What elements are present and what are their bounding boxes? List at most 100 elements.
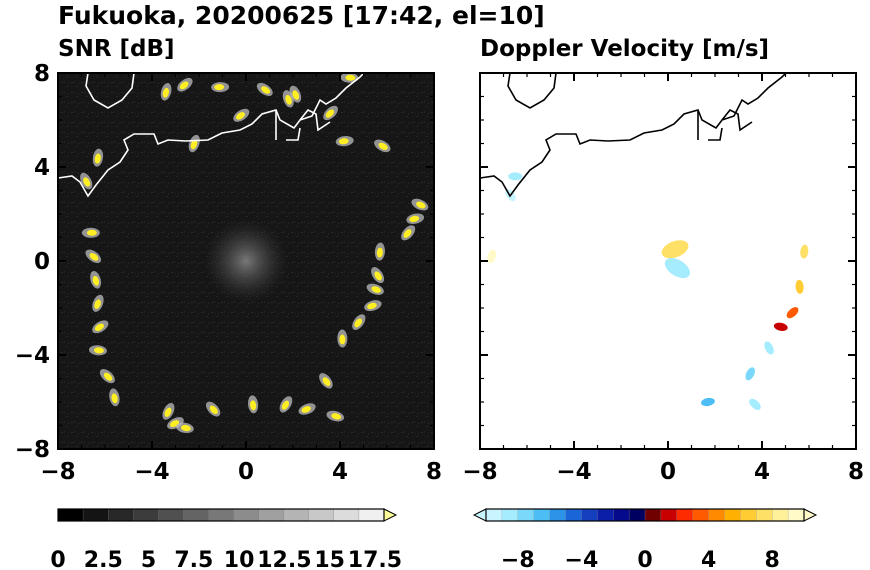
- x-tick-label: 0: [238, 459, 254, 485]
- velocity-colorbar-tick: 8: [765, 548, 780, 570]
- snr-echo-cluster: [298, 403, 316, 415]
- snr-echo-cluster: [85, 249, 102, 264]
- x-tick-label: −8: [462, 459, 497, 485]
- snr-echo-cluster: [279, 396, 293, 413]
- snr-colorbar-cell: [183, 508, 210, 522]
- snr-echo-cluster: [211, 82, 230, 93]
- snr-echo-cluster: [92, 148, 104, 167]
- velocity-colorbar-cell: [740, 508, 757, 522]
- x-tick-label: 8: [848, 459, 864, 485]
- x-tick-label: −4: [556, 459, 591, 485]
- snr-echo-cluster: [175, 422, 194, 434]
- x-tick-label: 8: [426, 459, 442, 485]
- snr-echo-cluster: [188, 134, 200, 153]
- y-tick-label: −8: [15, 437, 50, 463]
- velocity-colorbar-cell: [724, 508, 741, 522]
- y-tick-label: −4: [15, 343, 50, 369]
- snr-colorbar-tick: 15: [314, 548, 345, 570]
- snr-colorbar-tick: 10: [224, 548, 255, 570]
- velocity-colorbar-extend-max: [803, 508, 818, 522]
- snr-colorbar-cell: [283, 508, 310, 522]
- snr-echo-cluster: [92, 294, 104, 312]
- snr-colorbar-tick: 0: [50, 548, 65, 570]
- velocity-colorbar-cell: [517, 508, 535, 522]
- snr-echo-cluster: [319, 373, 333, 389]
- snr-echo-cluster: [162, 403, 175, 420]
- velocity-colorbar-cell: [533, 508, 551, 522]
- snr-colorbar-extend: [383, 508, 398, 522]
- velocity-echo-cell: [773, 322, 788, 331]
- snr-panel: [57, 72, 435, 450]
- snr-colorbar-tick: 17.5: [348, 548, 402, 570]
- velocity-colorbar-cell: [597, 508, 614, 522]
- velocity-colorbar-tick: −4: [565, 548, 599, 570]
- snr-colorbar-cell: [308, 508, 335, 522]
- velocity-colorbar-cell: [628, 508, 646, 522]
- snr-colorbar-tick: 2.5: [84, 548, 123, 570]
- snr-echo-cluster: [80, 172, 93, 190]
- snr-colorbar-tick: 5: [141, 548, 156, 570]
- snr-echo-cluster: [88, 345, 107, 356]
- velocity-colorbar-cell: [485, 508, 503, 522]
- velocity-panel: [479, 72, 857, 450]
- snr-echo-cluster: [335, 136, 354, 147]
- velocity-colorbar-cell: [756, 508, 773, 522]
- snr-echo-cluster: [374, 242, 385, 261]
- snr-echo-cluster: [205, 401, 221, 417]
- snr-colorbar-cell: [57, 508, 84, 522]
- velocity-coastline: [480, 73, 787, 198]
- snr-echo-cluster: [371, 267, 385, 284]
- velocity-colorbar-cell: [708, 508, 726, 522]
- snr-ground-clutter: [204, 219, 288, 303]
- snr-colorbar-cell: [233, 508, 260, 522]
- snr-coastline: [58, 73, 365, 198]
- velocity-echo-cell: [487, 249, 497, 264]
- velocity-colorbar-tick: −8: [501, 548, 535, 570]
- snr-echo-cluster: [256, 82, 273, 97]
- x-tick-label: −4: [134, 459, 169, 485]
- snr-echo-cluster: [177, 77, 193, 92]
- snr-echo-cluster: [160, 82, 172, 101]
- colorbars: 0 2.5 5 7.5 10 12.5 15 17.5 −8 −4 0 4 8: [50, 508, 818, 570]
- snr-colorbar-cell: [158, 508, 184, 522]
- snr-echo-cluster: [81, 227, 100, 238]
- snr-colorbar-cell: [333, 508, 360, 522]
- snr-colorbar-cell: [358, 508, 385, 522]
- velocity-echo-cell: [795, 279, 804, 294]
- velocity-colorbar-cell: [501, 508, 519, 522]
- snr-echo-cluster: [247, 395, 259, 414]
- velocity-colorbar-cell: [581, 508, 598, 522]
- snr-echo-cluster: [109, 388, 120, 407]
- velocity-echo-cell: [764, 341, 774, 355]
- velocity-colorbar-tick: 4: [701, 548, 716, 570]
- snr-colorbar-cell: [108, 508, 134, 522]
- y-tick-label: 4: [34, 155, 50, 181]
- snr-echo-cluster: [92, 320, 109, 334]
- snr-echo-cluster: [337, 329, 348, 348]
- snr-echo-cluster: [340, 73, 359, 83]
- x-tick-label: 4: [754, 459, 770, 485]
- snr-echo-cluster: [401, 225, 416, 241]
- snr-echo-cluster: [366, 283, 384, 295]
- velocity-panel-title: Doppler Velocity [m/s]: [480, 36, 769, 62]
- velocity-colorbar-cell: [644, 508, 662, 522]
- snr-echo-cluster: [90, 271, 102, 289]
- x-tick-label: 4: [332, 459, 348, 485]
- velocity-colorbar-cell: [787, 508, 805, 522]
- velocity-colorbar-tick: 0: [637, 548, 652, 570]
- velocity-echo-cell: [701, 397, 715, 407]
- velocity-colorbar-cell: [613, 508, 630, 522]
- snr-echo-cluster: [326, 410, 345, 422]
- velocity-colorbar-extend-min: [472, 508, 487, 522]
- y-tick-label: 0: [34, 249, 50, 275]
- x-tick-label: 0: [660, 459, 676, 485]
- snr-echo-cluster: [406, 213, 425, 224]
- snr-echo-cluster: [374, 139, 391, 153]
- velocity-echo-cell: [786, 307, 799, 319]
- snr-colorbar-cell: [208, 508, 235, 522]
- snr-echo-cluster: [282, 90, 294, 108]
- velocity-colorbar-cell: [676, 508, 694, 522]
- snr-echo-cluster: [99, 369, 115, 384]
